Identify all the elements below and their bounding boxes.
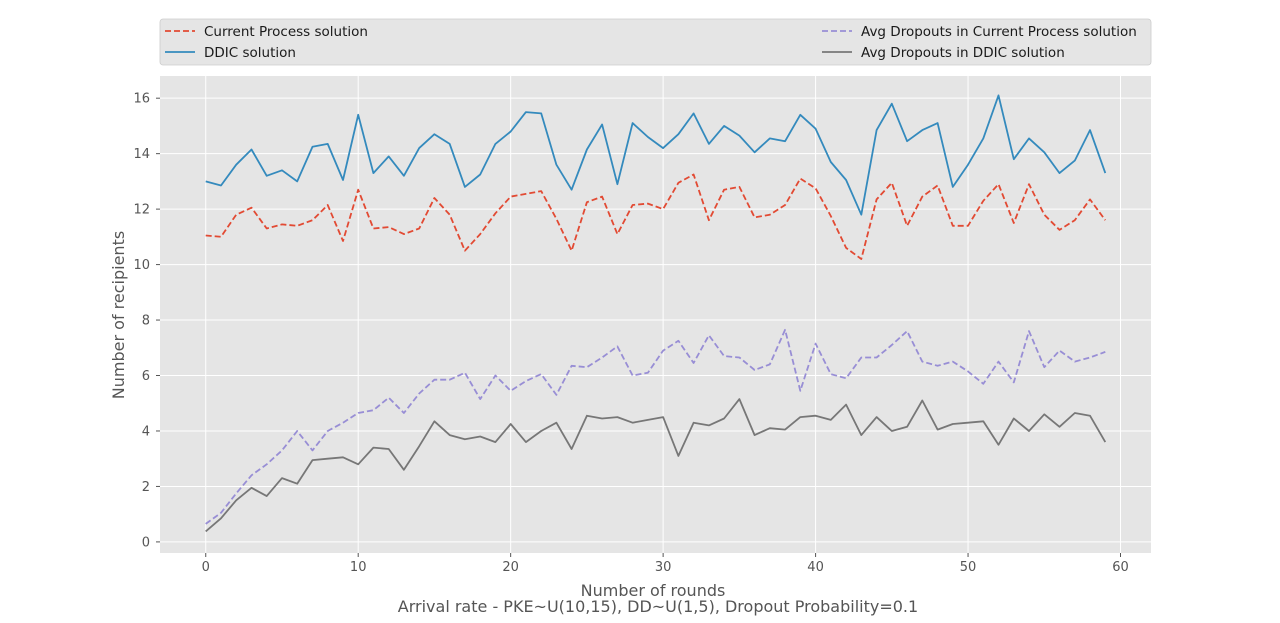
- y-tick-label: 16: [133, 92, 150, 107]
- y-tick-label: 14: [133, 147, 150, 162]
- x-tick-label: 60: [1112, 560, 1129, 575]
- y-tick-label: 12: [133, 203, 150, 218]
- y-tick-label: 2: [142, 480, 150, 495]
- legend-label-current-process: Current Process solution: [204, 24, 368, 40]
- series-line-ddic-solution: [205, 94, 1107, 216]
- x-tick-label: 20: [502, 560, 519, 575]
- chart-caption: Arrival rate - PKE~U(10,15), DD~U(1,5), …: [398, 597, 918, 616]
- series-line-avg-dropouts-in-current-process-solution: [205, 328, 1106, 525]
- x-tick-label: 40: [807, 560, 824, 575]
- legend-box: [159, 18, 1152, 66]
- legend-label-avg-dropouts-current-process: Avg Dropouts in Current Process solution: [861, 24, 1137, 40]
- y-tick-label: 8: [142, 314, 150, 329]
- series-line-current-process-solution: [205, 173, 1107, 260]
- legend-label-avg-dropouts-ddic: Avg Dropouts in DDIC solution: [861, 45, 1065, 61]
- series-lines: [205, 94, 1107, 533]
- y-tick-label: 10: [133, 258, 150, 273]
- y-tick-label: 6: [142, 369, 150, 384]
- series-line-avg-dropouts-in-ddic-solution: [205, 398, 1107, 533]
- y-axis-title: Number of recipients: [109, 231, 128, 399]
- legend-label-ddic: DDIC solution: [204, 45, 296, 61]
- axis-ticks: 0 10 20 30 40 50 60 0 2 4 6 8 10 12 14 16: [133, 92, 1128, 575]
- legend: Current Process solution DDIC solution A…: [159, 18, 1152, 66]
- x-axis-title: Number of rounds: [581, 581, 726, 600]
- plot-background: [160, 76, 1151, 553]
- x-tick-label: 50: [960, 560, 977, 575]
- x-tick-label: 10: [350, 560, 367, 575]
- grid-lines: [160, 76, 1151, 553]
- y-tick-label: 0: [142, 535, 150, 550]
- y-tick-label: 4: [142, 424, 150, 439]
- x-tick-label: 0: [202, 560, 210, 575]
- x-tick-label: 30: [655, 560, 672, 575]
